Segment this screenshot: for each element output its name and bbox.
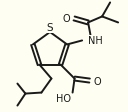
Text: NH: NH [88, 36, 103, 46]
Text: HO: HO [56, 93, 71, 103]
Text: O: O [94, 76, 101, 86]
Text: S: S [47, 23, 53, 33]
Text: O: O [62, 14, 70, 24]
